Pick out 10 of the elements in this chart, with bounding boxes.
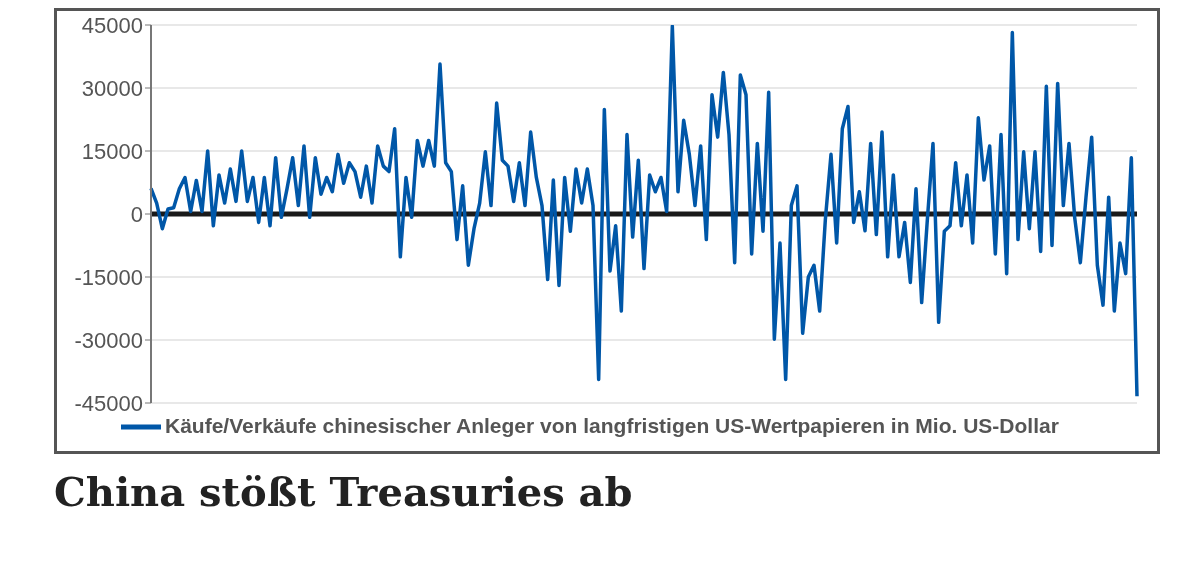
y-tick-label: 15000 [81,138,143,164]
y-tick-label: 30000 [81,75,143,101]
y-tick-label: 0 [130,201,143,227]
legend-label: Käufe/Verkäufe chinesischer Anleger von langfristigen US-Wertpapieren in Mio. US-Dollar [165,413,1059,437]
y-tick-label: -30000 [74,327,143,353]
y-tick-label: -15000 [74,264,143,290]
text: China stößt Treasuries ab [54,468,634,515]
y-tick-label: 45000 [81,12,143,38]
line-series [149,25,1139,399]
y-tick-label: -45000 [74,390,143,416]
